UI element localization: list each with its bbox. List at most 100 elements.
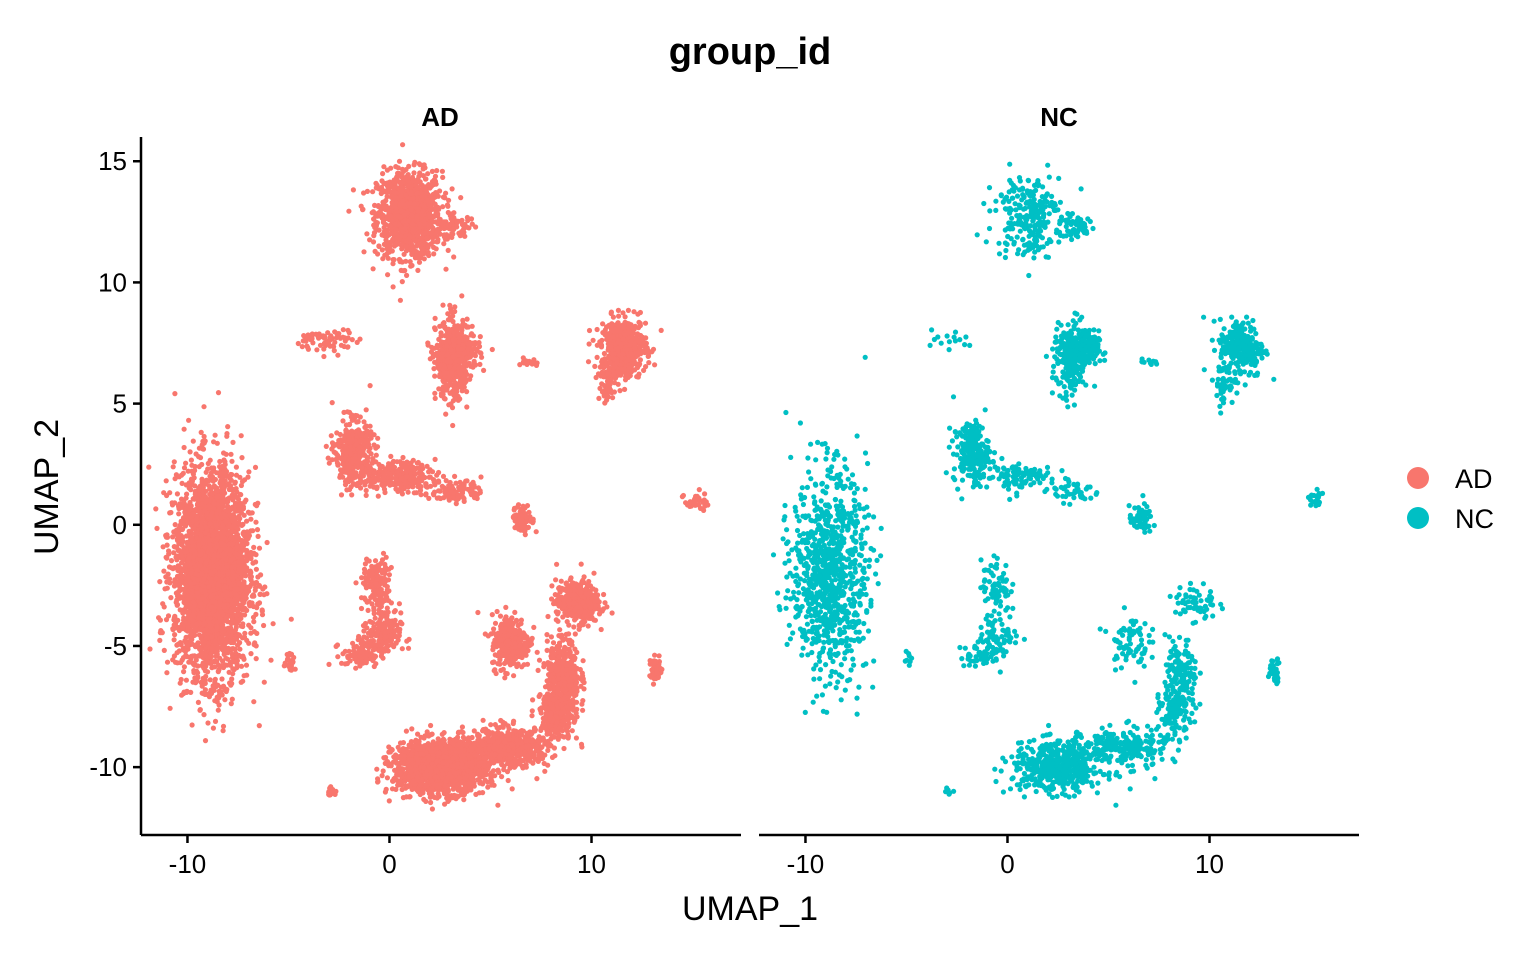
point-ad (373, 180, 379, 186)
point-ad (220, 723, 227, 729)
point-ad (376, 243, 382, 249)
point-ad (201, 404, 207, 410)
point-ad (432, 315, 438, 321)
point-ad (166, 548, 172, 554)
point-ad (211, 599, 217, 605)
point-ad (432, 395, 438, 401)
point-ad (384, 216, 390, 222)
point-ad (370, 209, 376, 215)
point-ad (458, 346, 465, 352)
point-ad (180, 655, 187, 661)
point-ad (412, 159, 418, 165)
point-ad (176, 503, 182, 509)
point-ad (225, 597, 231, 603)
point-ad (224, 431, 230, 437)
point-ad (217, 458, 223, 465)
point-ad (431, 177, 437, 183)
point-ad (207, 457, 213, 463)
facet-label-nc: NC (1040, 102, 1078, 132)
point-ad (237, 646, 243, 652)
point-ad (259, 608, 265, 614)
point-ad (398, 267, 404, 273)
point-ad (239, 455, 245, 461)
point-ad (380, 212, 386, 218)
point-ad (447, 363, 453, 370)
point-ad (402, 226, 408, 232)
point-ad (227, 680, 233, 686)
point-ad (223, 557, 229, 563)
point-ad (194, 621, 200, 627)
point-ad (409, 262, 415, 269)
point-ad (202, 680, 208, 687)
point-ad (464, 389, 470, 395)
point-ad (190, 611, 196, 618)
point-ad (215, 582, 221, 588)
point-ad (229, 541, 235, 547)
point-ad (255, 574, 261, 580)
point-ad (177, 522, 183, 528)
point-ad (235, 526, 241, 532)
point-ad (172, 632, 178, 638)
point-ad (157, 637, 163, 644)
point-ad (253, 566, 259, 572)
point-ad (616, 313, 622, 319)
point-ad (228, 701, 234, 707)
point-ad (374, 185, 380, 191)
point-ad (392, 221, 399, 227)
point-ad (468, 216, 475, 222)
point-ad (180, 626, 186, 632)
point-ad (233, 592, 239, 598)
point-ad (431, 366, 437, 372)
point-ad (242, 630, 248, 636)
point-ad (211, 505, 217, 511)
point-ad (384, 167, 390, 173)
point-ad (399, 246, 405, 252)
point-ad (240, 531, 246, 537)
point-ad (191, 547, 197, 553)
point-ad (229, 651, 235, 657)
point-ad (420, 166, 426, 172)
point-ad (238, 433, 244, 439)
point-ad (157, 579, 163, 585)
point-ad (444, 343, 450, 349)
point-ad (233, 508, 239, 514)
point-ad (211, 465, 217, 471)
point-ad (251, 642, 257, 648)
point-ad (248, 651, 254, 657)
point-ad (172, 659, 179, 665)
point-ad (203, 481, 209, 487)
point-ad (207, 677, 213, 683)
point-ad (187, 529, 193, 535)
point-ad (261, 622, 267, 629)
point-ad (228, 506, 234, 512)
point-ad (237, 633, 243, 639)
point-ad (205, 720, 211, 726)
point-ad (238, 482, 244, 489)
point-ad (205, 669, 211, 675)
point-ad (229, 529, 236, 535)
point-ad (228, 534, 234, 541)
point-ad (237, 474, 243, 480)
point-ad (173, 554, 179, 560)
point-ad (180, 646, 186, 652)
point-ad (167, 576, 173, 582)
point-ad (202, 738, 209, 744)
point-ad (183, 533, 190, 539)
point-ad (174, 491, 180, 497)
point-ad (207, 521, 213, 527)
point-ad (251, 699, 257, 705)
point-ad (164, 555, 170, 561)
point-ad (228, 607, 235, 613)
point-ad (432, 325, 438, 331)
point-ad (171, 550, 177, 556)
point-ad (229, 696, 235, 702)
point-ad (442, 396, 448, 402)
point-ad (230, 439, 236, 445)
point-ad (429, 168, 435, 174)
point-ad (230, 646, 236, 652)
point-ad (221, 529, 227, 535)
point-ad (203, 598, 209, 605)
point-ad (208, 651, 214, 657)
point-ad (215, 707, 221, 713)
point-ad (154, 525, 160, 532)
